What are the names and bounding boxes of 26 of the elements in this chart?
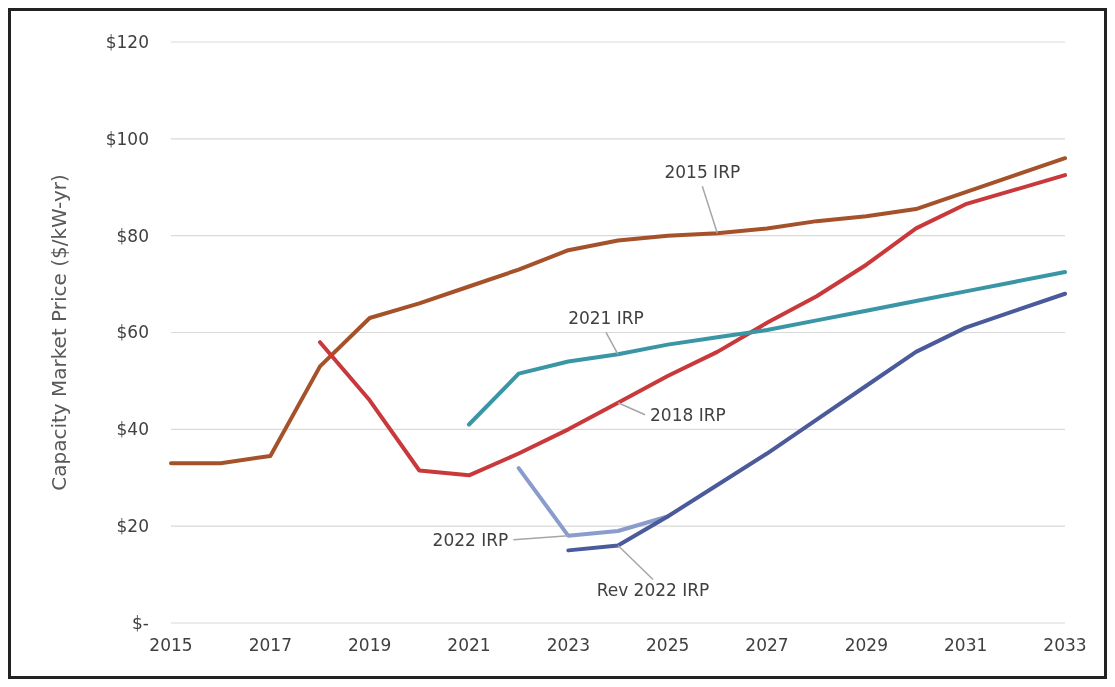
x-tick-label: 2023 xyxy=(546,635,590,655)
x-tick-label: 2029 xyxy=(844,635,888,655)
series-label: 2018 IRP xyxy=(650,404,726,425)
y-tick-label: $60 xyxy=(116,322,149,343)
x-tick-label: 2017 xyxy=(248,635,292,655)
y-axis-title: Capacity Market Price ($/kW-yr) xyxy=(47,174,71,491)
x-tick-label: 2027 xyxy=(745,635,789,655)
x-tick-label: 2031 xyxy=(944,635,988,655)
text: 2015 IRP xyxy=(664,162,741,183)
x-tick-label: 2019 xyxy=(348,635,392,655)
y-tick-label: $100 xyxy=(105,128,149,149)
text: 2022 IRP xyxy=(432,529,509,550)
x-tick-label: 2015 xyxy=(149,635,193,655)
y-tick-label: $120 xyxy=(105,31,149,52)
x-tick-label: 2025 xyxy=(646,635,690,655)
y-tick-label: $20 xyxy=(116,516,149,537)
series-label: 2021 IRP xyxy=(568,308,644,329)
line-series xyxy=(566,291,1067,553)
y-tick-label: $80 xyxy=(116,225,149,246)
line-series xyxy=(169,156,1067,466)
series-label: Rev 2022 IRP xyxy=(596,579,710,600)
y-tick-label: $- xyxy=(132,612,149,633)
x-tick-label: 2033 xyxy=(1043,635,1087,655)
line-series xyxy=(467,269,1067,427)
x-tick-label: 2021 xyxy=(447,635,491,655)
y-tick-label: $40 xyxy=(116,419,149,440)
